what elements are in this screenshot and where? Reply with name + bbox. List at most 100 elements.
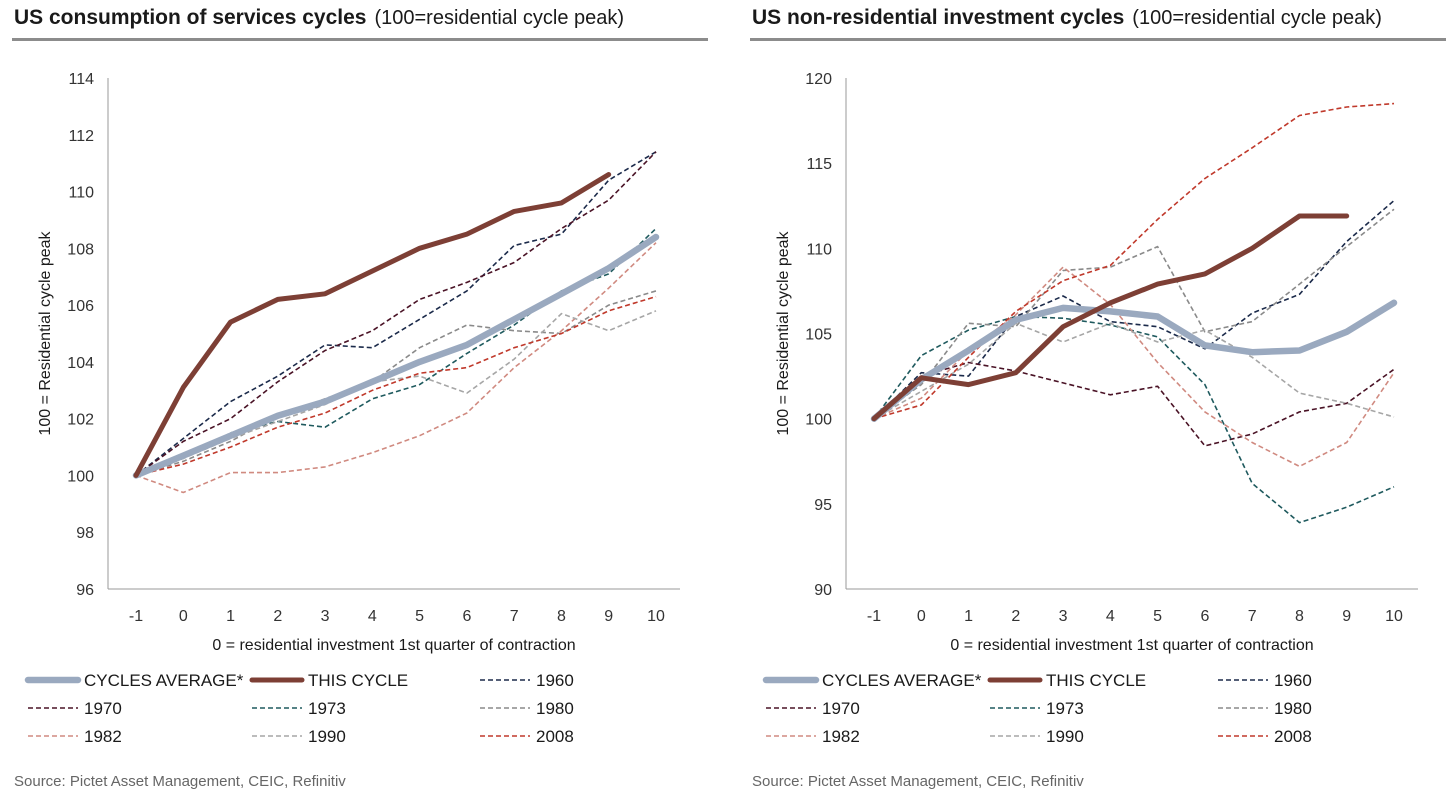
legend-item-1990: 1990 — [990, 727, 1084, 746]
x-tick-label: 4 — [1106, 608, 1115, 625]
y-tick-label: 95 — [814, 497, 832, 514]
legend-item-2008: 2008 — [480, 727, 574, 746]
x-tick-label: 0 — [917, 608, 926, 625]
chart-title: US consumption of services cycles (100=re… — [14, 6, 624, 30]
series-line-cycles-average — [132, 233, 660, 479]
x-tick-label: 5 — [415, 608, 424, 625]
legend-item-1982: 1982 — [28, 727, 122, 746]
legend-label: 2008 — [536, 727, 574, 746]
legend-label: 1973 — [1046, 699, 1084, 718]
y-tick-label: 98 — [76, 525, 94, 542]
x-tick-label: 9 — [1342, 608, 1351, 625]
y-axis-label: 100 = Residential cycle peak — [37, 230, 54, 435]
series-line-1980 — [135, 290, 657, 477]
x-tick-label: 2 — [1011, 608, 1020, 625]
line-chart-services: 96 98 100 102 104 106 108 110 112 114 -1 0 1 2 3 4 5 6 7 8 9… — [24, 71, 680, 746]
x-tick-label: 1 — [964, 608, 973, 625]
y-tick-label: 115 — [806, 156, 832, 173]
series-line-this-cycle — [133, 172, 612, 478]
legend-label: 1990 — [1046, 727, 1084, 746]
x-tick-label: 8 — [1295, 608, 1304, 625]
series-line-1980 — [873, 208, 1395, 420]
chart-title-main: US consumption of services cycles — [14, 6, 367, 29]
y-tick-label: 112 — [68, 128, 94, 145]
series-line-1982 — [873, 266, 1395, 468]
legend-label: 2008 — [1274, 727, 1312, 746]
x-tick-label: 6 — [1200, 608, 1209, 625]
x-tick-label: 0 — [179, 608, 188, 625]
y-tick-label: 106 — [67, 298, 94, 315]
source-note: Source: Pictet Asset Management, CEIC, R… — [752, 773, 1084, 790]
legend-label: 1982 — [822, 727, 860, 746]
x-tick-label: 10 — [647, 608, 665, 625]
x-tick-label: 7 — [1248, 608, 1257, 625]
legend-label: 1970 — [822, 699, 860, 718]
legend-item-cycles-average: CYCLES AVERAGE* — [24, 671, 244, 690]
x-tick-label: 6 — [462, 608, 471, 625]
series-line-this-cycle — [871, 213, 1350, 422]
series-line-cycles-average — [870, 299, 1398, 422]
legend-label: THIS CYCLE — [308, 671, 408, 690]
legend-item-cycles-average: CYCLES AVERAGE* — [762, 671, 982, 690]
legend-item-1973: 1973 — [990, 699, 1084, 718]
legend-item-1990: 1990 — [252, 727, 346, 746]
legend-label: 1980 — [536, 699, 574, 718]
legend-item-2008: 2008 — [1218, 727, 1312, 746]
legend-label: THIS CYCLE — [1046, 671, 1146, 690]
legend-item-1982: 1982 — [766, 727, 860, 746]
y-tick-label: 114 — [68, 71, 94, 88]
series-line-2008 — [135, 295, 657, 477]
x-tick-label: 7 — [510, 608, 519, 625]
x-tick-label: 3 — [1059, 608, 1068, 625]
x-axis-label: 0 = residential investment 1st quarter o… — [212, 637, 575, 654]
legend-item-1960: 1960 — [1218, 671, 1312, 690]
title-underline — [750, 38, 1446, 41]
y-axis-label: 100 = Residential cycle peak — [775, 230, 792, 435]
x-axis-label: 0 = residential investment 1st quarter o… — [950, 637, 1313, 654]
legend-label: 1980 — [1274, 699, 1312, 718]
y-tick-label: 90 — [814, 582, 832, 599]
x-tick-label: 10 — [1385, 608, 1403, 625]
legend-item-this-cycle: THIS CYCLE — [249, 671, 408, 690]
chart-title-main: US non-residential investment cycles — [752, 6, 1125, 29]
legend-item-1980: 1980 — [1218, 699, 1312, 718]
series-line-1960 — [873, 199, 1395, 420]
legend-item-1970: 1970 — [28, 699, 122, 718]
y-tick-label: 100 — [67, 468, 94, 485]
series-line-2008 — [873, 102, 1395, 420]
legend-label: 1982 — [84, 727, 122, 746]
x-tick-label: 5 — [1153, 608, 1162, 625]
series-line-1970 — [135, 151, 657, 477]
legend-item-1960: 1960 — [480, 671, 574, 690]
y-tick-label: 100 — [805, 412, 832, 429]
series-line-1982 — [135, 242, 657, 494]
chart-title-subtitle: (100=residential cycle peak) — [1132, 7, 1382, 29]
legend-item-1980: 1980 — [480, 699, 574, 718]
y-tick-label: 110 — [806, 241, 832, 258]
x-tick-label: 8 — [557, 608, 566, 625]
legend-item-this-cycle: THIS CYCLE — [987, 671, 1146, 690]
title-underline — [12, 38, 708, 41]
x-tick-label: 4 — [368, 608, 377, 625]
x-tick-label: 1 — [226, 608, 235, 625]
y-tick-label: 105 — [805, 327, 832, 344]
legend-label: 1960 — [536, 671, 574, 690]
x-tick-label: 9 — [604, 608, 613, 625]
x-tick-label: -1 — [129, 608, 143, 625]
legend-label: CYCLES AVERAGE* — [822, 671, 982, 690]
y-tick-label: 110 — [68, 185, 94, 202]
legend-label: CYCLES AVERAGE* — [84, 671, 244, 690]
y-tick-label: 108 — [67, 241, 94, 258]
series-line-1990 — [873, 322, 1395, 420]
y-tick-label: 102 — [67, 412, 94, 429]
chart-panel-nonres-investment: US non-residential investment cycles (100… — [738, 0, 1456, 804]
legend-item-1970: 1970 — [766, 699, 860, 718]
chart-title-subtitle: (100=residential cycle peak) — [374, 7, 625, 29]
legend-label: 1973 — [308, 699, 346, 718]
legend-item-1973: 1973 — [252, 699, 346, 718]
chart-panel-services: US consumption of services cycles (100=re… — [12, 6, 708, 790]
chart-title: US non-residential investment cycles (100… — [752, 6, 1382, 30]
legend-label: 1970 — [84, 699, 122, 718]
y-tick-label: 104 — [67, 355, 94, 372]
y-tick-label: 96 — [76, 582, 94, 599]
